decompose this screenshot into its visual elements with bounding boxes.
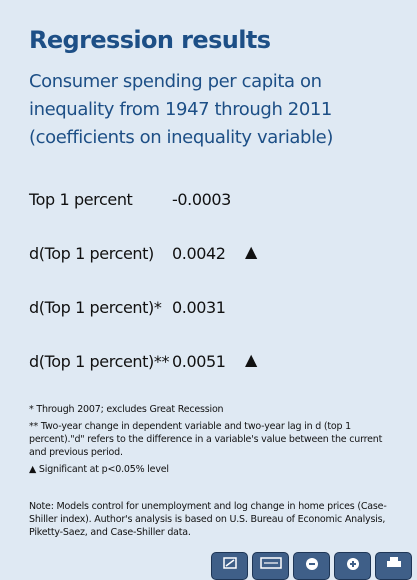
result-label: d(Top 1 percent)** — [29, 352, 170, 371]
footnote-models-note: Note: Models control for unemployment an… — [29, 501, 387, 538]
zoom-out-icon — [305, 558, 318, 570]
significance-triangle-icon: ▲ — [245, 242, 257, 261]
fullscreen-icon — [222, 557, 237, 569]
result-row: d(Top 1 percent)* 0.0031 — [29, 294, 389, 348]
fit-width-button[interactable] — [252, 552, 289, 580]
footnote-double-asterisk: ** Two-year change in dependent variable… — [29, 421, 383, 458]
page-title: Regression results — [29, 26, 271, 54]
viewer-toolbar — [211, 552, 417, 580]
zoom-in-icon — [346, 558, 359, 570]
result-value: 0.0042 — [172, 244, 226, 263]
subtitle-line: inequality from 1947 through 2011 — [29, 99, 332, 120]
subtitle-line: Consumer spending per capita on — [29, 71, 322, 92]
zoom-in-button[interactable] — [334, 552, 371, 580]
result-value: -0.0003 — [172, 190, 231, 209]
result-value: 0.0051 — [172, 352, 226, 371]
result-label: Top 1 percent — [29, 190, 133, 209]
result-row: Top 1 percent -0.0003 — [29, 186, 389, 240]
footnotes: * Through 2007; excludes Great Recession… — [29, 403, 399, 543]
page-subtitle: Consumer spending per capita on inequali… — [29, 68, 409, 152]
fullscreen-button[interactable] — [211, 552, 248, 580]
fit-width-icon — [259, 557, 282, 569]
subtitle-line: (coefficients on inequality variable) — [29, 127, 333, 148]
result-label: d(Top 1 percent) — [29, 244, 154, 263]
significance-triangle-icon: ▲ — [245, 350, 257, 369]
print-icon — [386, 557, 401, 567]
result-value: 0.0031 — [172, 298, 226, 317]
footnote-single-asterisk: * Through 2007; excludes Great Recession — [29, 404, 224, 415]
print-button[interactable] — [375, 552, 412, 580]
result-row: d(Top 1 percent) 0.0042 ▲ — [29, 240, 389, 294]
result-label: d(Top 1 percent)* — [29, 298, 162, 317]
results-list: Top 1 percent -0.0003 d(Top 1 percent) 0… — [29, 186, 389, 402]
zoom-out-button[interactable] — [293, 552, 330, 580]
footnote-significance: ▲ Significant at p<0.05% level — [29, 464, 169, 475]
result-row: d(Top 1 percent)** 0.0051 ▲ — [29, 348, 389, 402]
